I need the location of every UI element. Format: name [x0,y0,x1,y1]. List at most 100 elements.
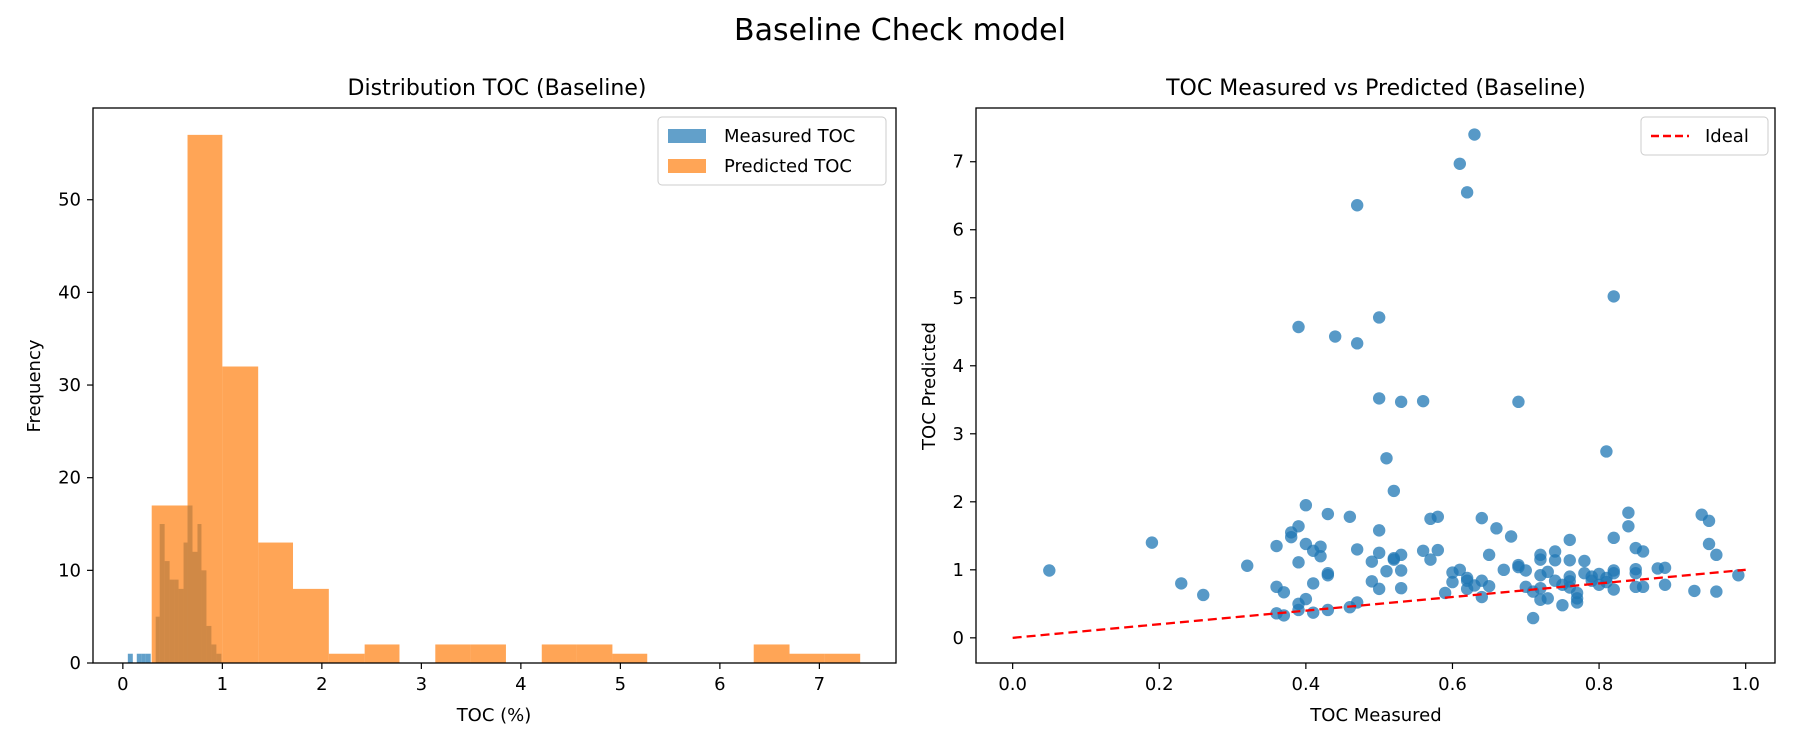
scatter-xtick-label: 0.0 [998,674,1027,695]
scatter-point [1482,548,1496,562]
predicted-bar [364,644,400,663]
scatter-point [1321,507,1335,521]
histogram-xtick-label: 2 [316,674,327,695]
scatter-point [1658,578,1672,591]
scatter-point [1526,611,1540,625]
scatter-point [1600,445,1613,458]
histogram-bars [127,134,861,664]
scatter-ytick-label: 2 [953,492,964,513]
scatter-point [1299,592,1313,606]
scatter-point [1372,546,1386,560]
scatter-point [1365,555,1379,568]
histogram-xtick-label: 0 [117,674,128,695]
predicted-bar [824,653,861,663]
legend-label-measured: Measured TOC [724,126,855,147]
scatter-point [1453,563,1466,577]
scatter-point [1372,392,1386,405]
scatter-point [1394,548,1408,562]
scatter-legend: Ideal [1640,116,1769,156]
scatter-point [1285,530,1298,544]
scatter-xtick-label: 0.2 [1145,674,1174,695]
scatter-point [1438,586,1452,600]
scatter-point [1380,452,1393,465]
predicted-bar [576,644,613,663]
histogram-title: Distribution TOC (Baseline) [348,76,647,101]
histogram-xtick-label: 1 [217,674,228,695]
scatter-point [1241,559,1254,572]
histogram-panel: Distribution TOC (Baseline) 0 1 2 3 4 5 6 7 0 10 2… [24,76,897,726]
scatter-point [1299,499,1313,512]
figure-title: Baseline Check model [734,13,1066,48]
scatter-point [1702,537,1716,551]
scatter-xtick-label: 0.8 [1585,674,1614,695]
histogram-ytick-label: 40 [58,282,81,303]
histogram-ytick-label: 30 [58,375,81,396]
scatter-point [1570,596,1584,609]
scatter-point [1622,506,1635,519]
scatter-point [1292,556,1305,569]
histogram-ytick-label: 10 [58,560,81,581]
scatter-point [1314,540,1327,553]
scatter-point [1541,592,1554,605]
scatter-point [1534,553,1547,566]
scatter-xlabel: TOC Measured [1309,705,1441,726]
scatter-point [1563,554,1576,567]
scatter-point [1504,530,1518,543]
scatter-point [1306,606,1320,619]
measured-bar [136,653,142,663]
scatter-point [1636,545,1650,558]
scatter-point [1446,575,1459,589]
scatter-ylabel: TOC Predicted [919,322,940,451]
scatter-ytick-label: 6 [953,220,964,241]
scatter-point [1416,394,1430,408]
scatter-point [1424,553,1437,566]
measured-bar [127,653,133,663]
predicted-bar [789,653,825,663]
predicted-bar [753,644,790,663]
legend-swatch-measured [668,129,706,143]
legend-swatch-predicted [668,159,706,173]
scatter-point [1710,548,1723,562]
histogram-ticks: 0 1 2 3 4 5 6 7 0 10 20 30 40 50 [58,190,825,695]
scatter-axes-frame [975,107,1776,664]
scatter-point [1372,524,1386,537]
histogram-xlabel: TOC (%) [456,705,532,726]
scatter-point [1629,567,1642,580]
scatter-point [1541,565,1554,579]
legend-label-predicted: Predicted TOC [724,156,852,177]
scatter-point [1270,539,1283,553]
scatter-ytick-label: 5 [953,288,964,309]
scatter-point [1328,330,1342,343]
scatter-ytick-label: 3 [953,424,964,445]
scatter-point [1306,577,1320,590]
scatter-title: TOC Measured vs Predicted (Baseline) [1165,76,1586,101]
predicted-bar [435,644,471,663]
scatter-point [1607,531,1620,545]
scatter-legend-box [1640,116,1769,156]
measured-bar [145,653,151,663]
scatter-point [1314,550,1327,563]
predicted-bar [293,588,329,663]
scatter-point [1482,579,1496,593]
predicted-bar [258,542,294,663]
scatter-point [1043,564,1056,577]
scatter-xtick-label: 1.0 [1731,674,1760,695]
scatter-point [1350,337,1364,350]
scatter-point [1394,581,1408,595]
scatter-point [1175,577,1188,590]
predicted-bar [222,366,259,663]
scatter-point [1688,584,1701,598]
scatter-point [1497,563,1510,577]
scatter-point [1431,543,1445,557]
scatter-point [1578,554,1591,568]
scatter-point [1607,567,1620,580]
scatter-point [1710,585,1723,598]
scatter-xtick-label: 0.6 [1438,674,1467,695]
scatter-point [1372,311,1386,324]
scatter-point [1556,598,1569,612]
ideal-line-layer [1012,568,1746,639]
scatter-point [1394,564,1408,577]
scatter-panel: TOC Measured vs Predicted (Baseline) 0.0… [919,76,1776,726]
scatter-point [1197,588,1210,602]
